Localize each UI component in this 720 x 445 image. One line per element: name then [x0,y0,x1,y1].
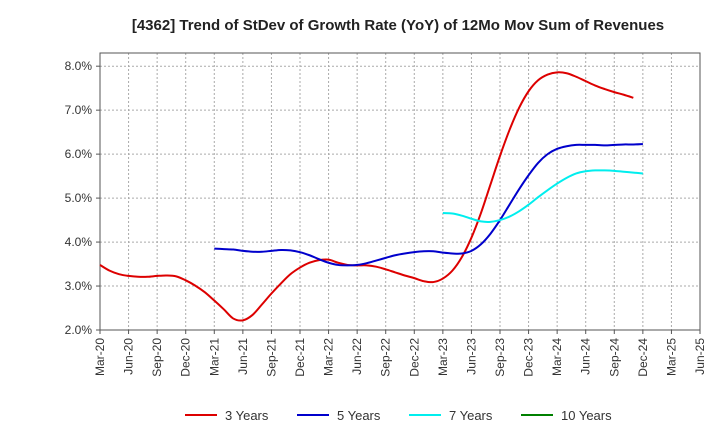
x-tick-label: Sep-20 [150,338,164,377]
x-tick-label: Dec-24 [636,338,650,377]
series-line-7-years [442,169,643,223]
x-tick-label: Jun-22 [350,338,364,375]
x-tick-label: Dec-23 [522,338,536,377]
x-tick-label: Dec-22 [407,338,421,377]
x-tick-label: Dec-20 [179,338,193,377]
x-tick-label: Dec-21 [293,338,307,377]
legend-label-10-years: 10 Years [561,408,612,423]
x-tick-label: Sep-24 [607,338,621,377]
y-tick-label: 5.0% [65,191,93,205]
plot-area [100,53,700,330]
x-tick-label: Mar-25 [664,338,678,376]
x-tick-label: Jun-20 [122,338,136,375]
x-tick-label: Mar-23 [436,338,450,376]
y-tick-label: 3.0% [65,279,93,293]
x-tick-label: Mar-24 [550,338,564,376]
x-tick-label: Jun-25 [693,338,707,375]
y-tick-label: 7.0% [65,103,93,117]
x-tick-label: Jun-23 [464,338,478,375]
x-tick-label: Jun-24 [579,338,593,375]
series-lines [99,71,643,322]
legend-label-5-years: 5 Years [337,408,381,423]
series-line-3-years [99,71,634,322]
y-tick-label: 2.0% [65,323,93,337]
x-tick-label: Mar-22 [322,338,336,376]
series-line-5-years [214,143,643,267]
x-tick-label: Sep-23 [493,338,507,377]
chart-title: [4362] Trend of StDev of Growth Rate (Yo… [132,17,664,34]
legend-label-7-years: 7 Years [449,408,493,423]
y-tick-label: 6.0% [65,147,93,161]
y-tick-label: 8.0% [65,59,93,73]
x-tick-label: Sep-21 [264,338,278,377]
axes: Mar-20 Jun-20 Sep-20 Dec-20 Mar-21 Jun-21 Sep-… [65,52,707,377]
legend-label-3-years: 3 Years [225,408,269,423]
legend: 3 Years 5 Years 7 Years 10 Years [185,408,612,423]
y-tick-label: 4.0% [65,235,93,249]
x-tick-label: Mar-20 [93,338,107,376]
grid-lines [99,53,701,331]
x-tick-label: Sep-22 [379,338,393,377]
plot-frame [99,52,701,331]
x-tick-label: Mar-21 [207,338,221,376]
x-tick-label: Jun-21 [236,338,250,375]
